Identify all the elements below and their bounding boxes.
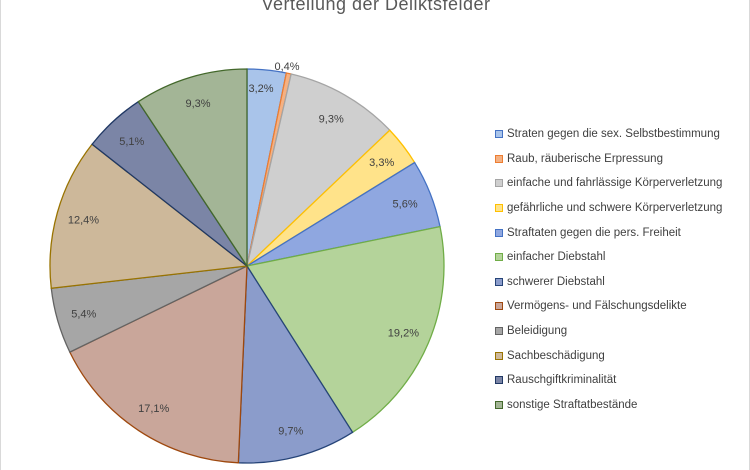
legend-label: Vermögens- und Fälschungsdelikte [507,300,687,313]
data-label: 9,7% [278,425,303,437]
legend-swatch [495,351,503,360]
pie-slice [245,73,391,268]
legend-swatch [495,277,503,286]
legend-label: Beleidigung [507,325,568,338]
data-label: 5,1% [119,136,144,148]
legend-label: Straftaten gegen die pers. Freiheit [507,226,681,239]
legend-swatch [495,204,503,213]
legend-item: einfache und fahrlässige Körperverletzun… [495,171,745,196]
legend-label: gefährliche und schwere Körperverletzung [507,202,723,215]
legend-swatch [495,179,503,188]
data-label: 9,3% [185,98,210,110]
data-label: 17,1% [138,403,169,415]
legend: Straten gegen die sex. Selbstbestimmung R… [495,122,745,417]
legend-item: einfacher Diebstahl [495,245,745,270]
data-label: 9,3% [319,113,344,125]
legend-label: Straten gegen die sex. Selbstbestimmung [507,128,720,141]
legend-label: einfache und fahrlässige Körperverletzun… [507,177,723,190]
pie-slice [245,225,445,434]
legend-item: Raub, räuberische Erpressung [495,147,745,172]
data-label: 19,2% [388,328,419,340]
legend-label: Raub, räuberische Erpressung [507,152,663,165]
data-label: 3,3% [369,157,394,169]
legend-item: schwerer Diebstahl [495,270,745,295]
legend-item: gefährliche und schwere Körperverletzung [495,196,745,221]
legend-swatch [495,228,503,237]
data-label: 3,2% [248,83,273,95]
legend-label: Rauschgiftkriminalität [507,374,617,387]
legend-item: Vermögens- und Fälschungsdelikte [495,294,745,319]
chart-title: Verteilung der Deliktsfelder [261,0,491,14]
legend-item: Straftaten gegen die pers. Freiheit [495,220,745,245]
legend-item: sonstige Straftatbestände [495,393,745,418]
legend-item: Straten gegen die sex. Selbstbestimmung [495,122,745,147]
legend-label: einfacher Diebstahl [507,251,606,264]
legend-swatch [495,154,503,163]
legend-swatch [495,327,503,336]
pie-slice [68,264,248,464]
legend-swatch [495,253,503,262]
data-label: 5,6% [393,198,418,210]
legend-item: Beleidigung [495,319,745,344]
pie-slice [237,263,354,464]
legend-item: Sachbeschädigung [495,343,745,368]
legend-label: Sachbeschädigung [507,349,605,362]
legend-label: sonstige Straftatbestände [507,398,638,411]
data-label: 5,4% [71,308,96,320]
legend-swatch [495,130,503,139]
data-label: 0,4% [274,61,299,73]
pie-slice [137,68,248,269]
legend-item: Rauschgiftkriminalität [495,368,745,393]
data-label: 12,4% [68,215,99,227]
legend-label: schwerer Diebstahl [507,275,605,288]
legend-swatch [495,302,503,311]
pie-slice [49,143,249,289]
legend-swatch [495,400,503,409]
legend-swatch [495,376,503,385]
